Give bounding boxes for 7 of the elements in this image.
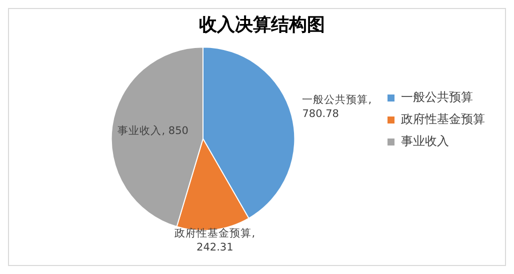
chart-title: 收入决算结构图 bbox=[199, 14, 325, 36]
legend-label: 一般公共预算 bbox=[401, 90, 473, 104]
data-label: 事业收入, 850 bbox=[118, 124, 188, 138]
data-label: 政府性基金预算, 242.31 bbox=[174, 226, 256, 254]
legend-label: 事业收入 bbox=[401, 134, 449, 148]
legend-label: 政府性基金预算 bbox=[401, 112, 485, 126]
data-label: 一般公共预算, 780.78 bbox=[302, 92, 372, 120]
